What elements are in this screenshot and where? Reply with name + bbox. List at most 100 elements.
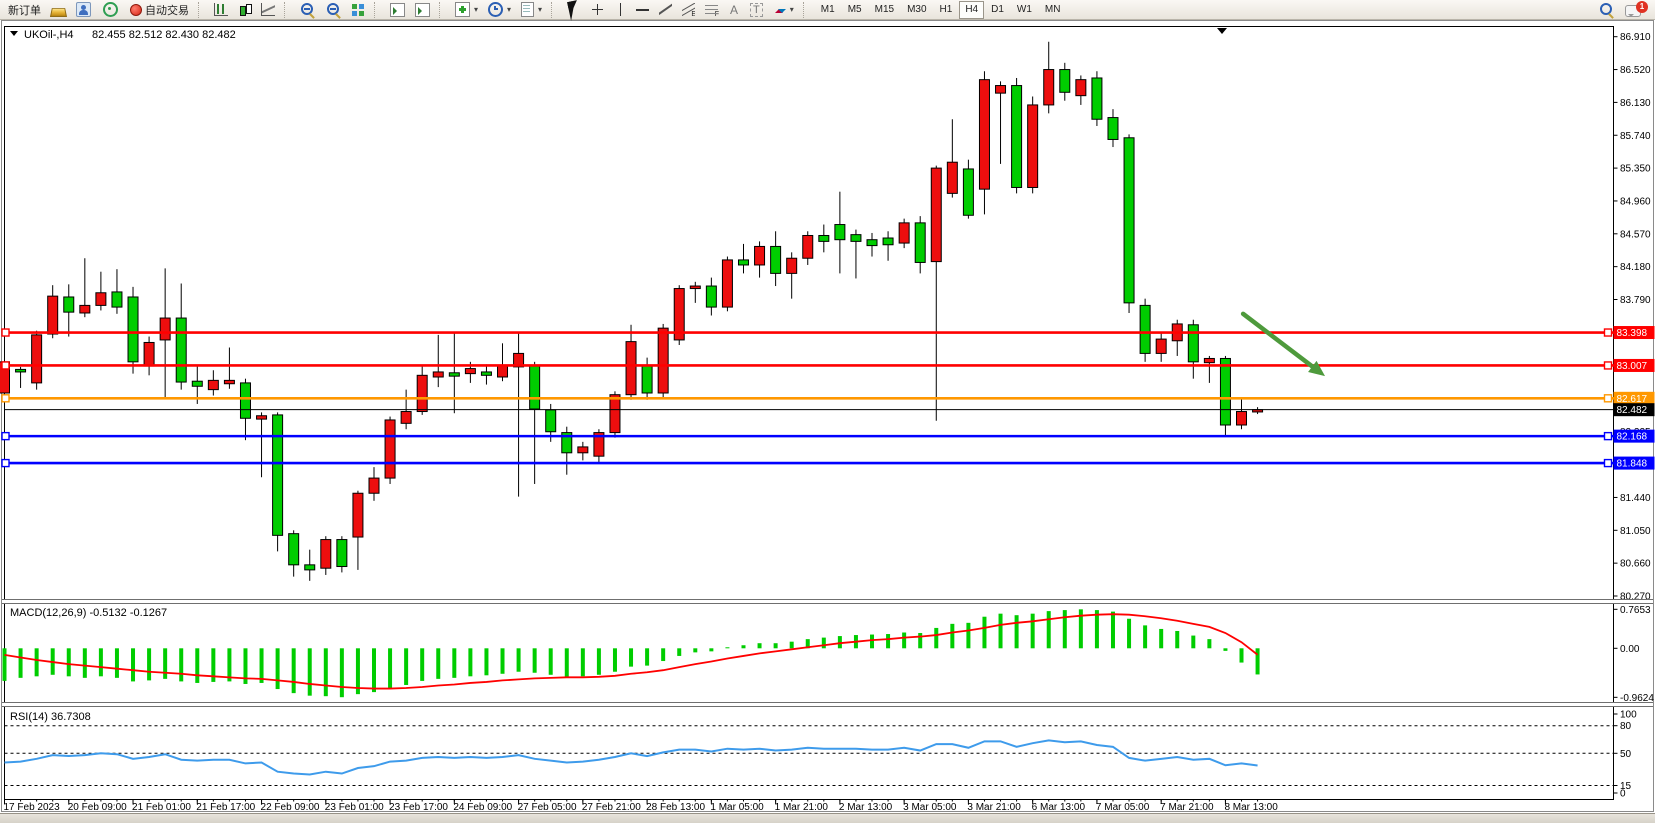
tile-windows-icon — [352, 3, 365, 16]
chart-shift-button[interactable] — [411, 1, 434, 19]
candle — [561, 426, 573, 475]
title-collapse-icon[interactable] — [10, 31, 18, 36]
candle — [786, 252, 798, 299]
chart-shift-marker[interactable] — [1217, 28, 1227, 34]
line-anchor-handle[interactable] — [1, 431, 10, 441]
macd-bar — [163, 648, 168, 679]
channel-tool-button[interactable]: E — [678, 1, 699, 19]
hline-82168[interactable]: 82.168 — [1, 429, 1655, 443]
candle — [737, 243, 749, 274]
arrows-tool-button[interactable]: ▾ — [769, 1, 798, 19]
autotrade-label: 自动交易 — [145, 4, 189, 17]
crosshair-tool-button[interactable] — [587, 1, 608, 19]
macd-bar — [516, 648, 521, 672]
line-end-marker — [1603, 328, 1613, 337]
zoom-in-button[interactable] — [296, 1, 320, 19]
arrowhead-icon — [1308, 360, 1326, 377]
macd-bar — [339, 648, 344, 698]
time-tick-label: 23 Feb 01:00 — [325, 802, 384, 813]
line-anchor-handle[interactable] — [1, 361, 10, 370]
candle — [288, 530, 300, 577]
line-anchor-handle[interactable] — [1, 328, 10, 337]
new-order-button[interactable]: 新订单 — [4, 1, 45, 19]
timeframe-m30-button[interactable]: M30 — [901, 1, 932, 19]
macd-bar — [1062, 610, 1067, 649]
macd-bar — [66, 648, 71, 677]
time-tick-label: 23 Feb 17:00 — [389, 802, 448, 813]
candle — [754, 241, 766, 278]
vertical-line-tool-button[interactable] — [610, 1, 630, 19]
candle — [1123, 134, 1135, 313]
hline-83007[interactable]: 83.007 — [1, 358, 1655, 372]
macd-label: MACD(12,26,9) -0.5132 -0.1267 — [10, 607, 167, 619]
timeframe-mn-button[interactable]: MN — [1039, 1, 1067, 19]
panel-separator[interactable] — [2, 599, 1653, 604]
fibonacci-icon: F — [705, 3, 719, 18]
hline-81848[interactable]: 81.848 — [1, 456, 1655, 470]
timeframe-h4-button[interactable]: H4 — [959, 0, 985, 19]
search-icon — [1600, 2, 1612, 15]
timeframe-w1-button[interactable]: W1 — [1011, 1, 1038, 19]
signal-icon — [103, 2, 118, 17]
timeframe-m15-button[interactable]: M15 — [869, 1, 900, 19]
time-tick-label: 7 Mar 05:00 — [1096, 802, 1150, 813]
price-line-label-box — [1613, 429, 1655, 443]
macd-signal-line — [4, 613, 1259, 690]
search-button[interactable] — [1595, 1, 1619, 19]
candle — [15, 366, 27, 388]
periods-button[interactable]: ▾ — [484, 1, 515, 19]
indicators-button[interactable]: ▾ — [451, 1, 482, 19]
macd-bar — [1094, 610, 1099, 649]
autotrade-button[interactable]: 自动交易 — [126, 1, 193, 19]
panel-separator[interactable] — [2, 702, 1653, 707]
line-chart-button[interactable] — [257, 1, 279, 19]
timeframe-h1-button[interactable]: H1 — [934, 1, 959, 19]
candlestick-chart-button[interactable] — [234, 1, 255, 19]
gold-bars-button[interactable] — [47, 1, 70, 19]
zoom-out-button[interactable] — [322, 1, 346, 19]
trend-arrow-object[interactable] — [1240, 311, 1326, 377]
line-chart-icon — [261, 3, 275, 16]
horizontal-line-tool-button[interactable] — [632, 1, 653, 19]
timeframe-d1-button[interactable]: D1 — [985, 1, 1010, 19]
trendline-tool-button[interactable] — [655, 1, 676, 19]
fibonacci-tool-button[interactable]: F — [701, 1, 722, 19]
signals-button[interactable] — [97, 1, 124, 19]
hline-82617[interactable]: 82.617 — [1, 391, 1655, 405]
auto-scroll-button[interactable] — [386, 1, 409, 19]
current-price-label-box — [1613, 403, 1655, 417]
profile-button[interactable] — [72, 1, 95, 19]
price-tick-label: 86.910 — [1620, 32, 1651, 43]
templates-button[interactable]: ▾ — [517, 1, 546, 19]
macd-bar — [966, 622, 971, 649]
candle — [673, 285, 685, 345]
text-tool-button[interactable]: A — [724, 1, 744, 19]
hline-83398[interactable]: 83.398 — [1, 326, 1655, 340]
cursor-tool-button[interactable] — [563, 0, 585, 21]
timeframe-m1-button[interactable]: M1 — [815, 1, 841, 19]
macd-bar — [548, 648, 553, 675]
macd-panel[interactable]: 0.7653 0.00 -0.9624 MACD(12,26,9) -0.5132 -… — [2, 605, 1655, 704]
macd-bar — [805, 639, 810, 649]
macd-bar — [131, 648, 136, 682]
time-axis[interactable]: 17 Feb 2023 20 Feb 09:00 21 Feb 01:00 21 Fe… — [4, 799, 1279, 814]
notifications-button[interactable]: 1 — [1621, 0, 1648, 19]
channel-icon: E — [682, 3, 695, 16]
macd-bar — [902, 632, 907, 649]
line-anchor-handle[interactable] — [1, 394, 10, 403]
cursor-icon — [567, 0, 581, 21]
text-label-tool-button[interactable]: T — [746, 1, 767, 19]
time-tick-label: 27 Feb 21:00 — [582, 802, 641, 813]
line-anchor-handle[interactable] — [1, 458, 10, 468]
price-tick-label: 85.740 — [1620, 131, 1651, 142]
price-tick-label: 81.440 — [1620, 493, 1651, 504]
bar-chart-button[interactable] — [210, 1, 232, 19]
timeframe-m5-button[interactable]: M5 — [842, 1, 868, 19]
price-tick-label: 81.050 — [1620, 526, 1651, 537]
candle — [1059, 62, 1071, 101]
tile-windows-button[interactable] — [348, 1, 369, 19]
macd-bar — [2, 648, 7, 681]
autotrade-status-icon — [130, 3, 142, 16]
